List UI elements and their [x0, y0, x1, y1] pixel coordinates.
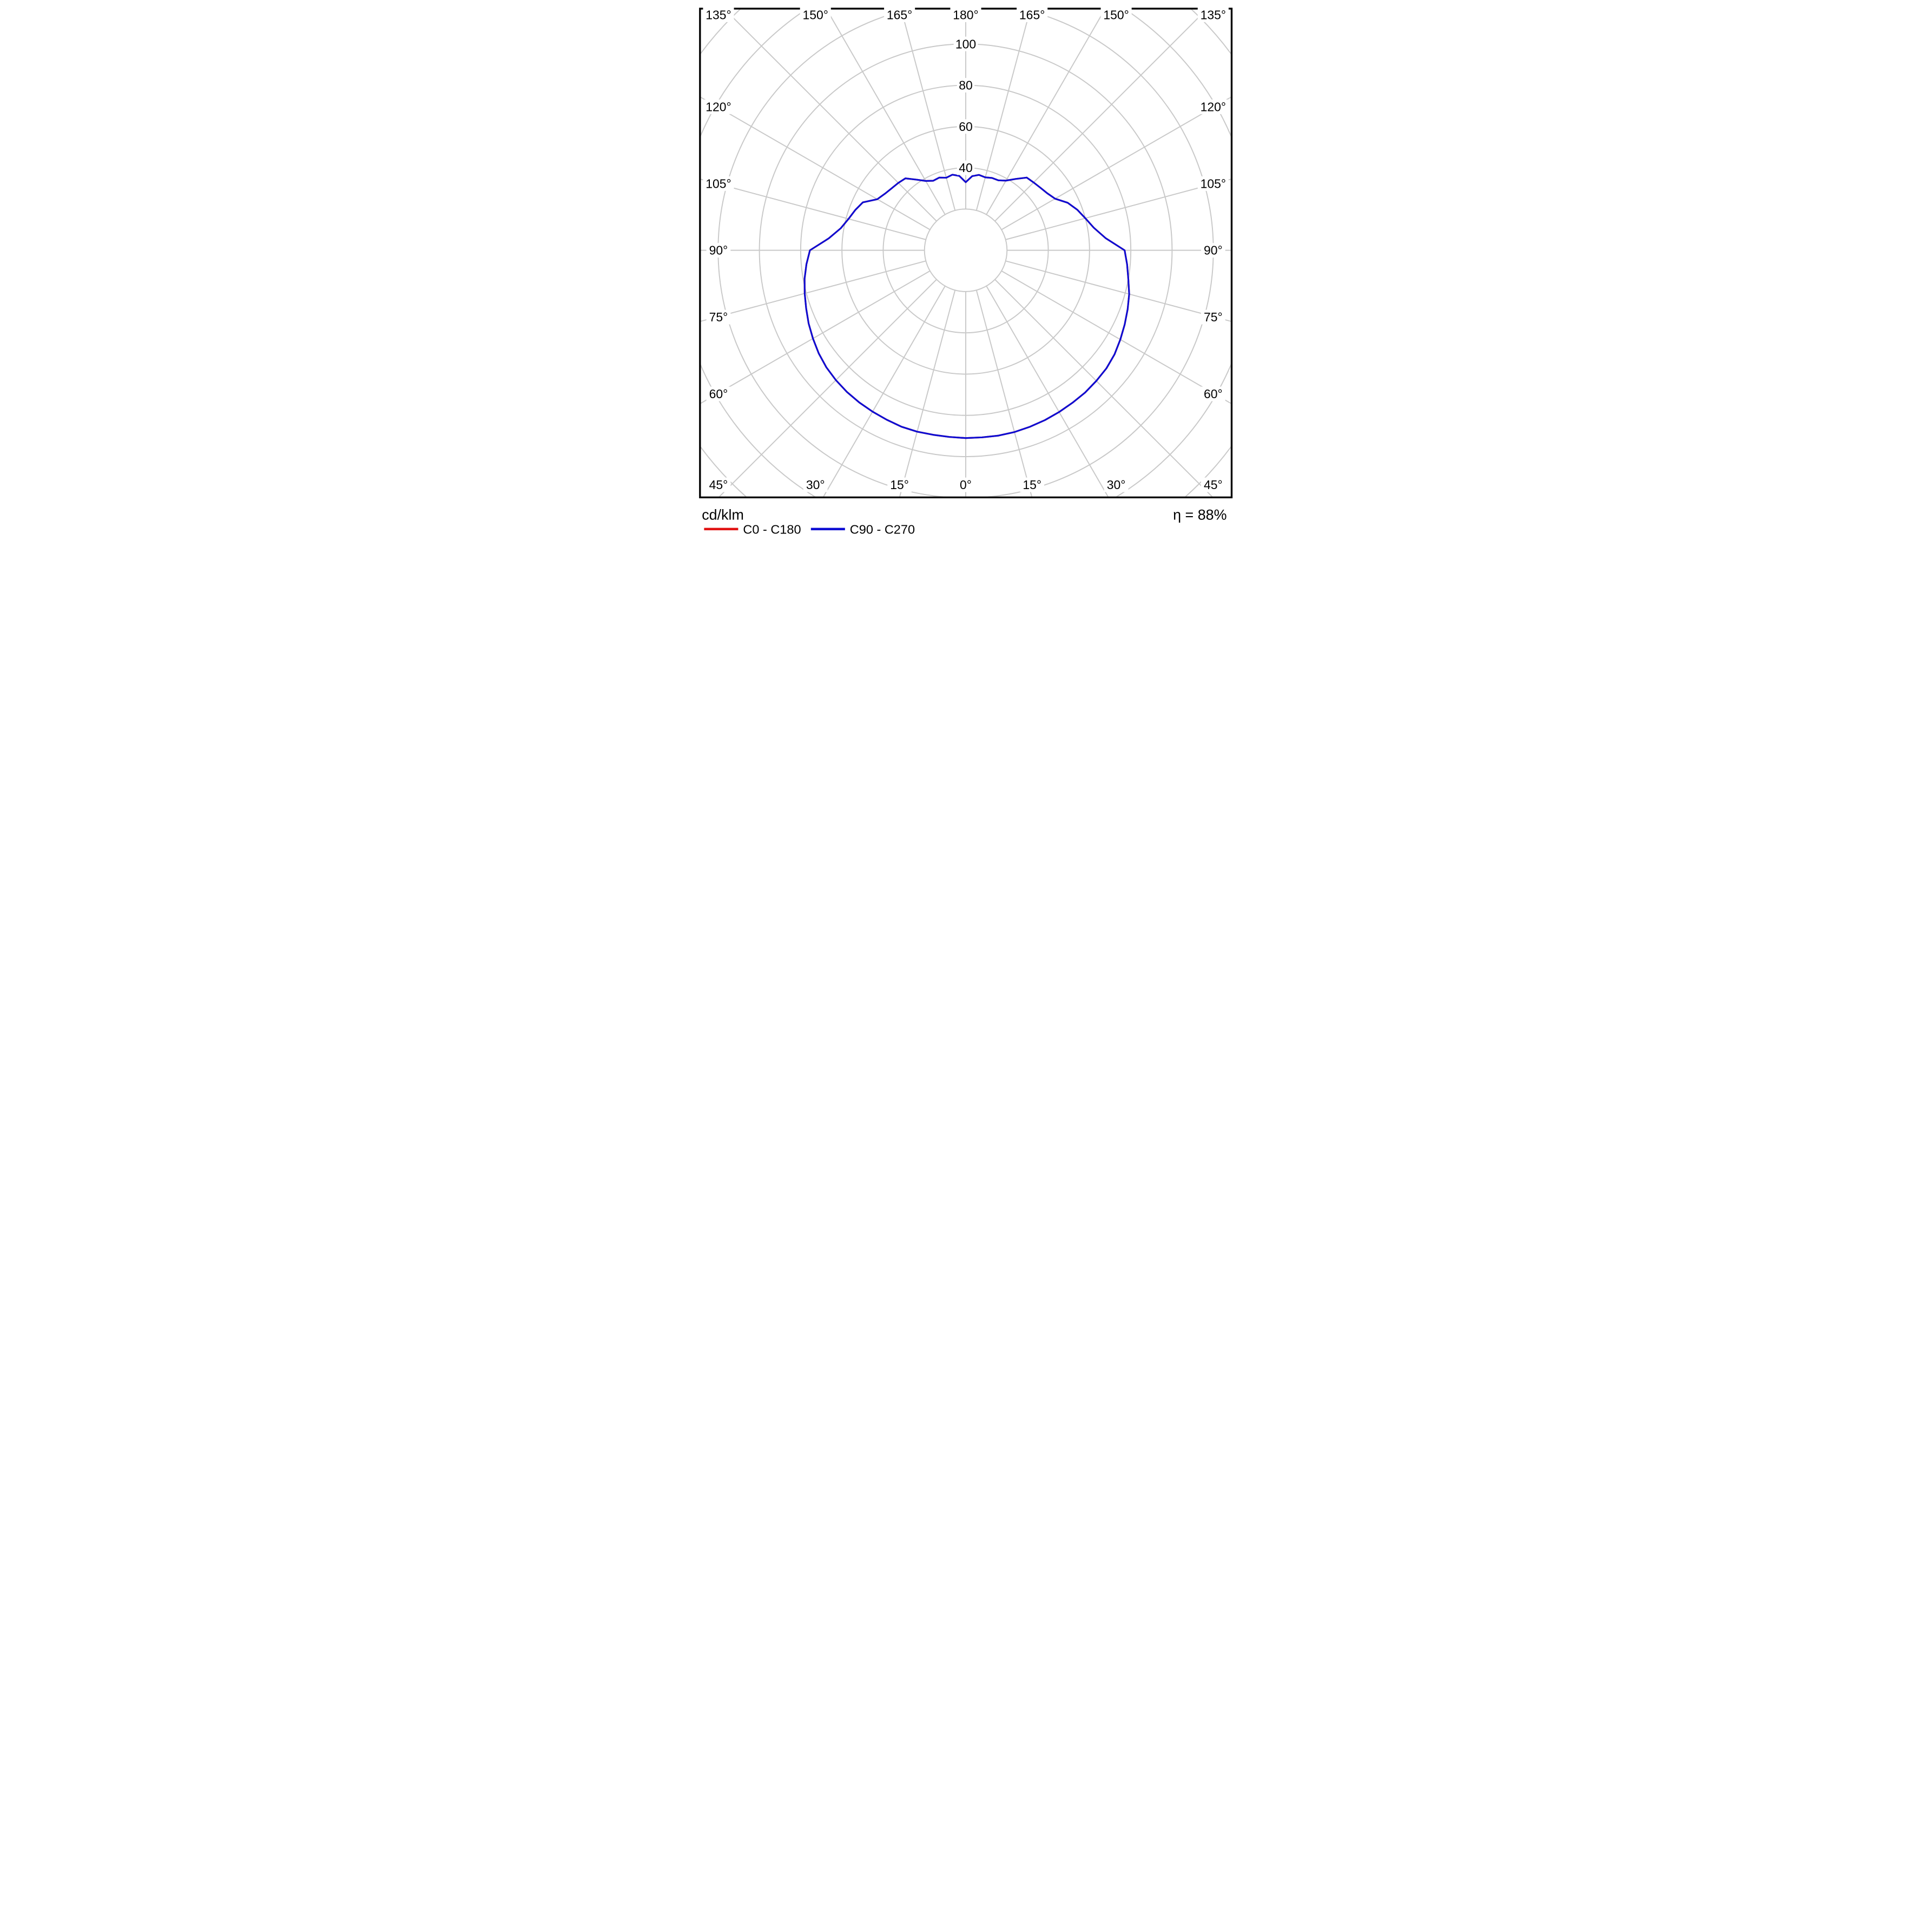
legend: cd/klm η = 88% C0 - C180 C90 - C270	[702, 507, 1227, 537]
angle-bottom-3: 0°	[960, 478, 972, 492]
angle-bottom-6: 45°	[1203, 478, 1222, 492]
angle-right-0-bg	[1197, 99, 1229, 114]
angle-right-2: 90°	[1203, 243, 1222, 258]
angle-right-0: 120°	[1200, 100, 1225, 114]
angle-top-4: 165°	[1019, 8, 1044, 22]
angle-bottom-5-bg	[1104, 477, 1128, 492]
angle-bottom-4: 15°	[1023, 478, 1041, 492]
angle-right-1: 105°	[1200, 177, 1225, 191]
grid-spoke-345	[899, 290, 955, 497]
angle-bottom-5: 30°	[1106, 478, 1125, 492]
grid-spoke-45	[994, 279, 1212, 497]
polar-grid	[701, 9, 1231, 497]
grid-spoke-75	[1005, 260, 1231, 322]
angle-right-4: 60°	[1203, 387, 1222, 401]
grid-spoke-255	[701, 179, 926, 240]
grid-spoke-300	[701, 270, 930, 404]
angle-bottom-2: 15°	[890, 478, 909, 492]
grid-spoke-195	[900, 9, 955, 211]
angle-top-3-bg	[949, 8, 981, 22]
radial-tick-80: 80	[959, 78, 973, 93]
curves	[803, 174, 1130, 439]
angle-top-5: 150°	[1103, 8, 1129, 22]
angle-bottom-3-bg	[957, 477, 974, 492]
angle-right-2-bg	[1201, 243, 1225, 258]
grid-spoke-240	[701, 96, 930, 230]
angle-right-1-bg	[1197, 176, 1229, 191]
angle-bottom-1: 30°	[806, 478, 825, 492]
radial-tick-40: 40	[959, 161, 973, 175]
angle-left-0-bg	[702, 99, 734, 114]
grid-spoke-315	[718, 279, 937, 497]
radial-tick-60-bg	[957, 119, 974, 134]
angle-bottom-0-bg	[706, 477, 730, 492]
legend-item-c90-c270: C90 - C270	[810, 522, 915, 536]
angle-left-2-bg	[706, 243, 730, 258]
radial-tick-40-bg	[957, 160, 974, 175]
angle-top-2: 165°	[886, 8, 912, 22]
angle-left-0: 120°	[705, 100, 731, 114]
legend-item-c0-c180: C0 - C180	[703, 522, 801, 536]
angle-left-3-bg	[706, 309, 730, 325]
grid-ring-20	[924, 208, 1007, 292]
angle-bottom-0: 45°	[709, 478, 728, 492]
grid-spoke-210	[826, 9, 946, 215]
grid-spoke-15	[975, 290, 1032, 497]
grid-spoke-60	[1001, 270, 1231, 404]
efficiency-label: η = 88%	[1173, 507, 1227, 523]
radial-tick-60: 60	[959, 120, 973, 134]
angle-top-4-bg	[1016, 8, 1047, 22]
radial-tick-labels: 40 60 80 100	[953, 36, 978, 175]
angle-top-0-bg	[702, 8, 734, 22]
angle-top-1: 150°	[802, 8, 828, 22]
grid-spoke-30	[985, 286, 1109, 497]
grid-spoke-285	[701, 260, 926, 322]
angle-right-4-bg	[1201, 386, 1225, 401]
angle-top-1-bg	[800, 8, 831, 22]
angle-left-1: 105°	[705, 177, 731, 191]
angle-bottom-4-bg	[1019, 477, 1044, 492]
angle-left-4: 60°	[709, 387, 728, 401]
grid-spoke-105	[1005, 179, 1231, 240]
polar-chart: 40 60 80 100 135° 150° 165° 180° 165° 150° 135° 45…	[695, 0, 1237, 541]
angle-bottom-2-bg	[887, 477, 912, 492]
grid-spoke-120	[1001, 96, 1231, 230]
unit-label: cd/klm	[702, 507, 744, 523]
angle-left-4-bg	[706, 386, 730, 401]
grid-spoke-165	[975, 9, 1031, 211]
angle-top-3: 180°	[953, 8, 978, 22]
angle-bottom-6-bg	[1201, 477, 1225, 492]
angle-left-2: 90°	[709, 243, 728, 258]
angle-left-1-bg	[702, 176, 734, 191]
legend-label-c90-c270: C90 - C270	[849, 522, 914, 536]
angle-top-6-bg	[1197, 8, 1229, 22]
curve-c90-c270	[803, 174, 1130, 439]
angle-right-3-bg	[1201, 309, 1225, 325]
angle-top-6: 135°	[1200, 8, 1225, 22]
radial-tick-80-bg	[957, 78, 974, 93]
grid-spoke-225	[724, 9, 937, 222]
radial-tick-100: 100	[955, 37, 975, 51]
grid-spoke-330	[822, 286, 946, 497]
angle-left-3: 75°	[709, 310, 728, 324]
angle-top-5-bg	[1100, 8, 1132, 22]
angle-top-2-bg	[883, 8, 915, 22]
angle-top-0: 135°	[705, 8, 731, 22]
legend-label-c0-c180: C0 - C180	[743, 522, 801, 536]
angle-bottom-1-bg	[803, 477, 828, 492]
photometric-diagram-page: 40 60 80 100 135° 150° 165° 180° 165° 150° 135° 45…	[695, 0, 1237, 541]
angle-right-3: 75°	[1203, 310, 1222, 324]
grid-spoke-135	[994, 9, 1207, 222]
angle-labels: 135° 150° 165° 180° 165° 150° 135° 45° 30° 15° 0° 1…	[702, 8, 1229, 492]
radial-tick-100-bg	[953, 36, 978, 51]
grid-spoke-150	[985, 9, 1105, 215]
